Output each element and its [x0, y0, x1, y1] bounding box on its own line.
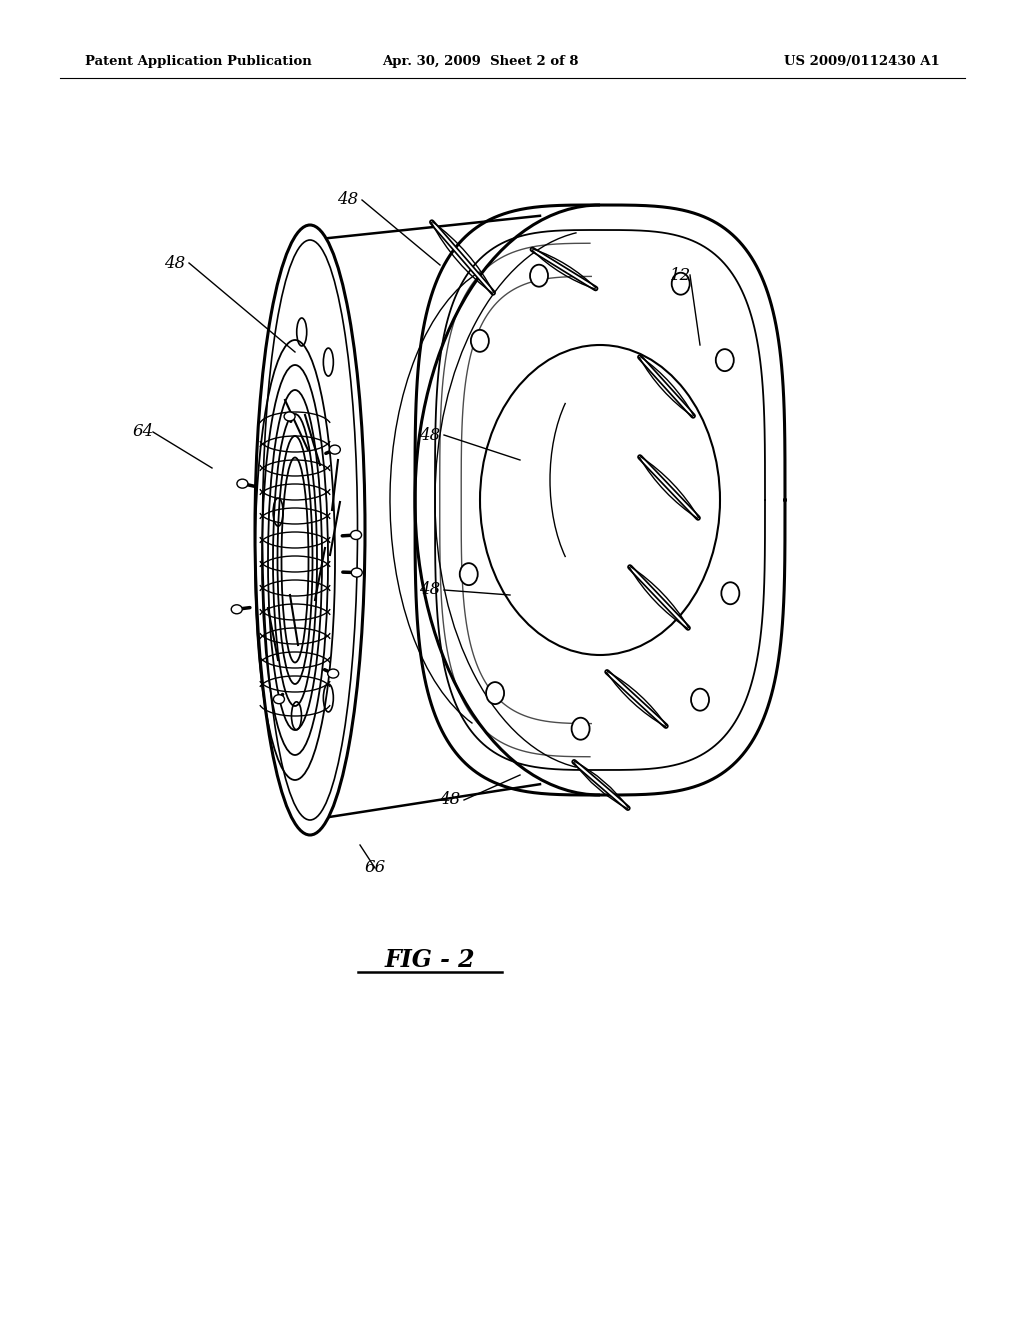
Ellipse shape [273, 498, 283, 527]
Ellipse shape [460, 564, 478, 585]
Polygon shape [415, 205, 785, 795]
Ellipse shape [350, 531, 361, 540]
Text: Patent Application Publication: Patent Application Publication [85, 55, 311, 69]
Text: FIG - 2: FIG - 2 [385, 948, 475, 972]
Ellipse shape [571, 718, 590, 739]
Text: 12: 12 [670, 267, 690, 284]
Ellipse shape [351, 568, 362, 577]
Text: 48: 48 [439, 792, 461, 808]
Text: 64: 64 [132, 424, 154, 441]
Ellipse shape [284, 412, 295, 421]
Ellipse shape [292, 702, 301, 730]
Ellipse shape [486, 682, 504, 704]
Ellipse shape [231, 605, 243, 614]
Ellipse shape [716, 348, 734, 371]
Ellipse shape [721, 582, 739, 605]
Ellipse shape [273, 694, 285, 704]
Ellipse shape [330, 445, 340, 454]
Text: Apr. 30, 2009  Sheet 2 of 8: Apr. 30, 2009 Sheet 2 of 8 [382, 55, 579, 69]
Ellipse shape [328, 669, 339, 678]
Ellipse shape [471, 330, 488, 352]
Ellipse shape [324, 348, 334, 376]
Text: US 2009/0112430 A1: US 2009/0112430 A1 [784, 55, 940, 69]
Text: 66: 66 [365, 859, 386, 876]
Ellipse shape [255, 224, 365, 836]
Text: 48: 48 [165, 255, 185, 272]
Ellipse shape [297, 318, 307, 346]
Ellipse shape [672, 273, 690, 294]
Ellipse shape [530, 265, 548, 286]
Ellipse shape [237, 479, 248, 488]
Text: 48: 48 [420, 426, 440, 444]
Ellipse shape [691, 689, 709, 710]
Ellipse shape [324, 684, 334, 711]
Text: 48: 48 [420, 582, 440, 598]
Text: 48: 48 [337, 191, 358, 209]
